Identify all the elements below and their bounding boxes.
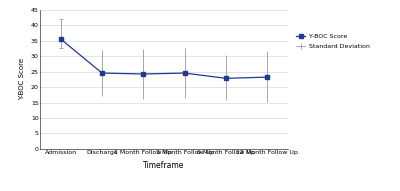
Y-axis label: Y-BOC Score: Y-BOC Score bbox=[19, 58, 25, 100]
X-axis label: Timeframe: Timeframe bbox=[143, 161, 185, 170]
Legend: Y-BOC Score, Standard Deviation: Y-BOC Score, Standard Deviation bbox=[296, 34, 370, 49]
